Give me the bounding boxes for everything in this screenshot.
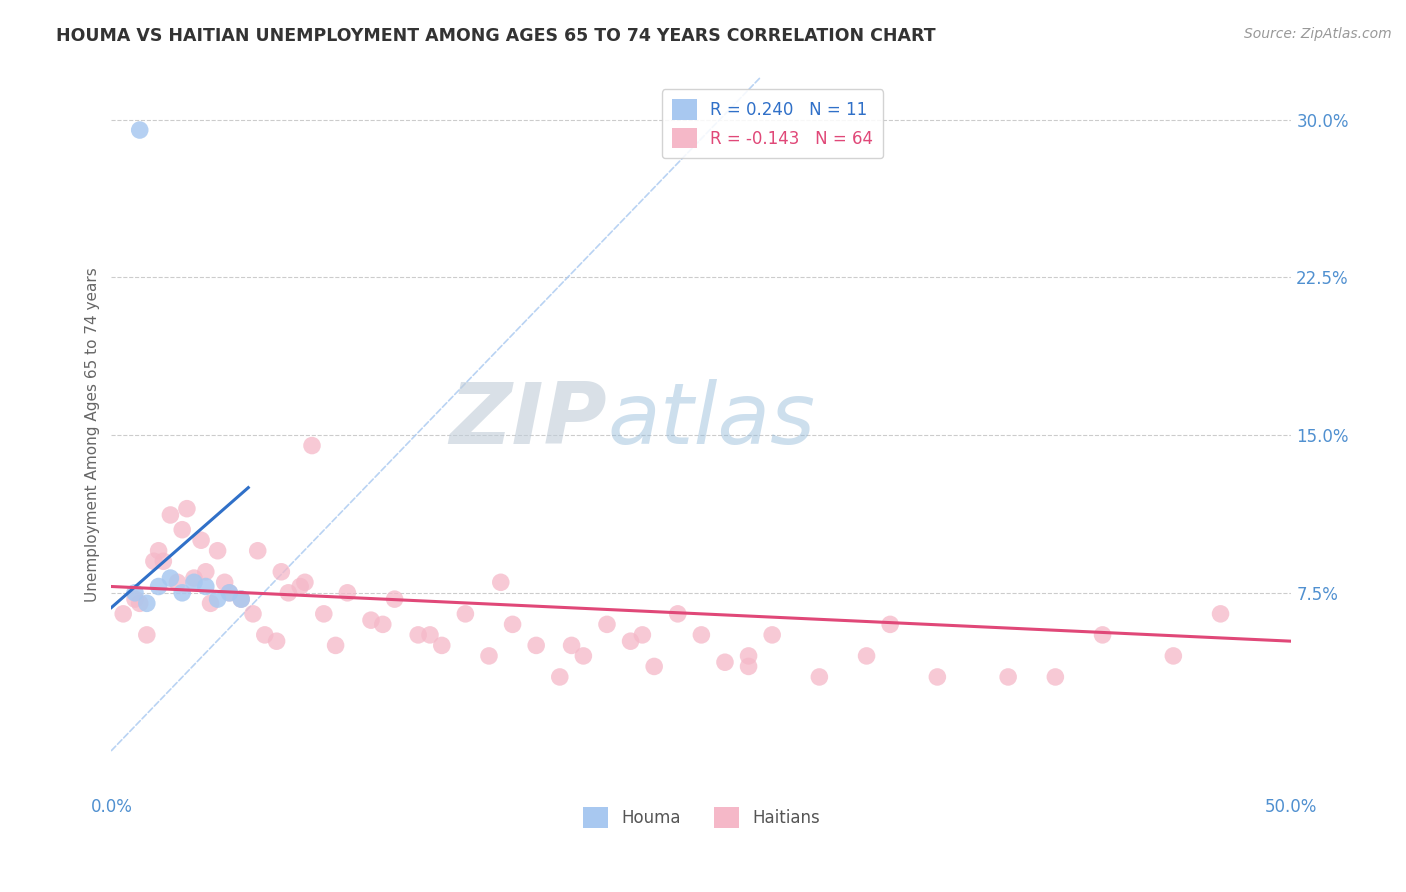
Point <box>312 607 335 621</box>
Point <box>596 617 619 632</box>
Point <box>242 607 264 621</box>
Point <box>384 592 406 607</box>
Point <box>135 596 157 610</box>
Point <box>879 617 901 632</box>
Point <box>148 580 170 594</box>
Point <box>159 571 181 585</box>
Point <box>666 607 689 621</box>
Point <box>124 586 146 600</box>
Point <box>277 586 299 600</box>
Point <box>454 607 477 621</box>
Point <box>270 565 292 579</box>
Point <box>524 639 547 653</box>
Legend: Houma, Haitians: Houma, Haitians <box>576 801 827 834</box>
Text: Source: ZipAtlas.com: Source: ZipAtlas.com <box>1244 27 1392 41</box>
Point <box>336 586 359 600</box>
Point <box>690 628 713 642</box>
Point <box>561 639 583 653</box>
Text: HOUMA VS HAITIAN UNEMPLOYMENT AMONG AGES 65 TO 74 YEARS CORRELATION CHART: HOUMA VS HAITIAN UNEMPLOYMENT AMONG AGES… <box>56 27 936 45</box>
Point <box>183 575 205 590</box>
Point <box>214 575 236 590</box>
Point <box>207 592 229 607</box>
Point <box>1163 648 1185 663</box>
Point <box>128 123 150 137</box>
Point <box>301 439 323 453</box>
Text: atlas: atlas <box>607 379 815 462</box>
Point <box>135 628 157 642</box>
Point <box>406 628 429 642</box>
Point <box>194 580 217 594</box>
Y-axis label: Unemployment Among Ages 65 to 74 years: Unemployment Among Ages 65 to 74 years <box>86 268 100 602</box>
Point <box>808 670 831 684</box>
Point <box>166 575 188 590</box>
Point <box>218 586 240 600</box>
Point <box>231 592 253 607</box>
Point <box>142 554 165 568</box>
Point <box>1045 670 1067 684</box>
Point <box>194 565 217 579</box>
Point <box>152 554 174 568</box>
Point <box>176 501 198 516</box>
Point <box>548 670 571 684</box>
Point <box>997 670 1019 684</box>
Point <box>183 571 205 585</box>
Point <box>253 628 276 642</box>
Text: ZIP: ZIP <box>450 379 607 462</box>
Point <box>419 628 441 642</box>
Point <box>325 639 347 653</box>
Point <box>643 659 665 673</box>
Point <box>231 592 253 607</box>
Point <box>1209 607 1232 621</box>
Point <box>737 648 759 663</box>
Point <box>159 508 181 522</box>
Point <box>360 613 382 627</box>
Point <box>112 607 135 621</box>
Point <box>290 580 312 594</box>
Point <box>246 543 269 558</box>
Point <box>190 533 212 548</box>
Point <box>737 659 759 673</box>
Point <box>172 523 194 537</box>
Point <box>172 586 194 600</box>
Point <box>128 596 150 610</box>
Point <box>200 596 222 610</box>
Point <box>266 634 288 648</box>
Point <box>619 634 641 648</box>
Point <box>761 628 783 642</box>
Point <box>855 648 877 663</box>
Point <box>631 628 654 642</box>
Point <box>489 575 512 590</box>
Point <box>124 592 146 607</box>
Point <box>714 655 737 669</box>
Point <box>430 639 453 653</box>
Point <box>294 575 316 590</box>
Point <box>148 543 170 558</box>
Point <box>371 617 394 632</box>
Point <box>1091 628 1114 642</box>
Point <box>927 670 949 684</box>
Point <box>572 648 595 663</box>
Point <box>207 543 229 558</box>
Point <box>478 648 501 663</box>
Point <box>502 617 524 632</box>
Point <box>218 586 240 600</box>
